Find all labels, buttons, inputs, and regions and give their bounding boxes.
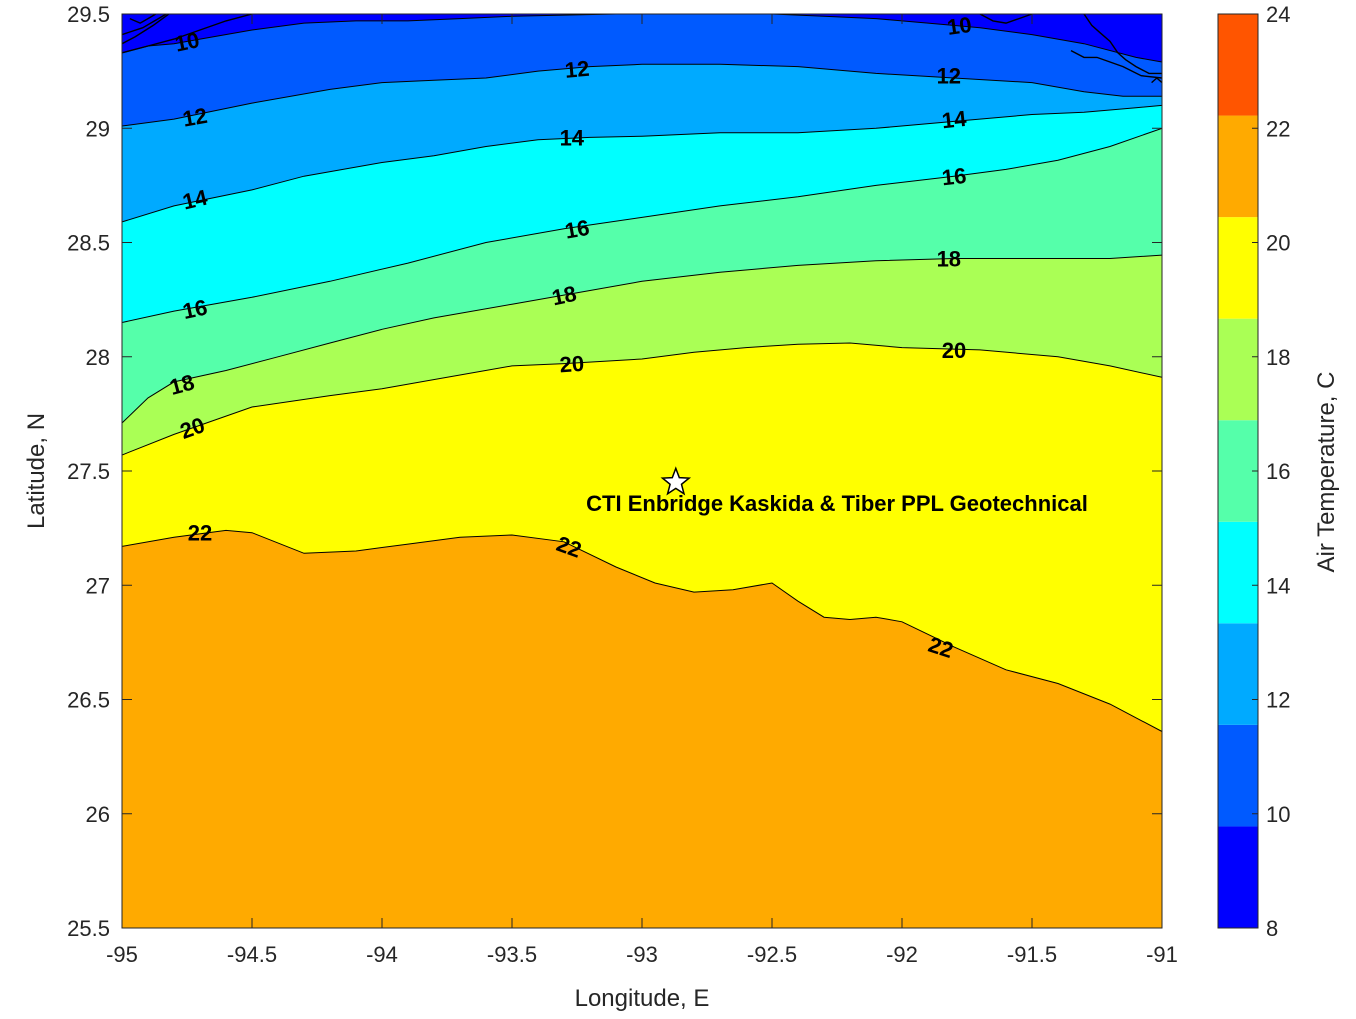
x-tick-label: -94.5 [227, 942, 277, 967]
y-tick-label: 29 [86, 116, 110, 141]
contour-label-text: 12 [181, 103, 209, 132]
contour-line-18 [122, 254, 1162, 424]
contour-label: 20 [559, 351, 585, 378]
colorbar: 8 10 12 14 16 18 20 22 24 [1217, 2, 1290, 941]
y-axis-label: Latitude, N [23, 413, 50, 529]
contour-label: 18 [937, 247, 961, 272]
contour-label-text: 14 [941, 106, 969, 134]
coastline-segment [1151, 77, 1162, 84]
colorbar-tick-label: 16 [1266, 459, 1290, 484]
contour-label: 20 [942, 338, 966, 363]
colorbar-tick-label: 10 [1266, 802, 1290, 827]
contour-label-text: 20 [942, 338, 966, 363]
x-tick-label: -95 [106, 942, 138, 967]
colorbar-swatch [1218, 724, 1258, 827]
y-tick-label: 25.5 [67, 916, 110, 941]
x-tick-label: -91 [1146, 942, 1178, 967]
contour-line-22 [122, 529, 1162, 732]
contour-label-text: 16 [180, 295, 209, 325]
colorbar-tick-label: 24 [1266, 2, 1290, 27]
y-tick-label: 26 [86, 802, 110, 827]
contour-label: 16 [563, 215, 591, 244]
contour-label: 12 [564, 56, 591, 83]
contour-label: 22 [188, 521, 212, 546]
band-8 [122, 14, 1162, 62]
y-tick-label: 28 [86, 345, 110, 370]
colorbar-label: Air Temperature, C [1313, 372, 1340, 573]
contour-label-text: 16 [941, 163, 968, 190]
x-axis: -95 -94.5 -94 -93.5 -93 -92.5 -92 -91.5 -91 [106, 14, 1178, 967]
site-annotation: CTI Enbridge Kaskida & Tiber PPL Geotech… [586, 491, 1088, 516]
contour-label-text: 20 [559, 351, 585, 378]
colorbar-swatch [1218, 420, 1258, 522]
contour-label-text: 16 [563, 215, 591, 244]
y-tick-label: 26.5 [67, 688, 110, 713]
x-axis-label: Longitude, E [575, 985, 710, 1012]
contour-label-text: 18 [937, 247, 961, 272]
x-tick-label: -93 [626, 942, 658, 967]
contour-line-20 [122, 342, 1162, 456]
contour-label-text: 10 [945, 12, 973, 40]
colorbar-tick-label: 8 [1266, 916, 1278, 941]
colorbar-tick-label: 12 [1266, 688, 1290, 713]
contour-label: 16 [941, 163, 968, 190]
x-tick-label: -91.5 [1007, 942, 1057, 967]
contour-label-text: 12 [564, 56, 591, 83]
contour-label: 10 [173, 27, 202, 57]
contour-label: 18 [550, 281, 579, 311]
contour-fills [122, 14, 1162, 928]
contour-label-text: 22 [188, 521, 212, 546]
y-axis: 25.5 26 26.5 27 27.5 28 28.5 29 29.5 [67, 2, 1162, 941]
contour-lines [122, 14, 1162, 732]
band-10 [122, 14, 1162, 126]
colorbar-swatch [1218, 217, 1258, 319]
colorbar-swatch [1218, 521, 1258, 624]
contour-line-14 [122, 104, 1162, 223]
colorbar-swatch [1218, 623, 1258, 725]
colorbar-swatch [1218, 826, 1258, 928]
coastline-segment [129, 14, 157, 24]
star-icon [660, 466, 692, 496]
contour-label: 14 [560, 125, 585, 150]
contour-label-text: 10 [173, 27, 202, 57]
x-tick-label: -92 [886, 942, 918, 967]
contour-label: 14 [941, 106, 969, 134]
contour-label: 10 [945, 12, 973, 40]
coastline-segment [122, 14, 167, 36]
y-tick-label: 29.5 [67, 2, 110, 27]
contour-label: 16 [180, 295, 209, 325]
x-tick-label: -94 [366, 942, 398, 967]
contour-label-text: 14 [560, 125, 585, 150]
colorbar-tick-label: 14 [1266, 573, 1290, 598]
coastline-segment [979, 14, 1033, 24]
coastline-segment [122, 14, 170, 45]
x-tick-label: -93.5 [487, 942, 537, 967]
contour-line-12 [122, 63, 1162, 127]
contour-line-16 [122, 127, 1162, 323]
colorbar-swatch [1218, 115, 1258, 218]
colorbar-swatch [1218, 14, 1258, 116]
contour-label: 12 [937, 64, 961, 89]
y-tick-label: 28.5 [67, 231, 110, 256]
colorbar-swatch [1218, 318, 1258, 421]
contour-label-text: 18 [550, 281, 579, 311]
y-tick-label: 27 [86, 573, 110, 598]
colorbar-tick-label: 22 [1266, 116, 1290, 141]
contour-label-text: 12 [937, 64, 961, 89]
coastline-segment [1070, 49, 1162, 79]
site-star-marker [660, 466, 692, 496]
colorbar-tick-label: 20 [1266, 231, 1290, 256]
y-tick-label: 27.5 [67, 459, 110, 484]
contour-line-10 [122, 14, 1162, 63]
x-tick-label: -92.5 [747, 942, 797, 967]
colorbar-tick-label: 18 [1266, 345, 1290, 370]
contour-label: 12 [181, 103, 209, 132]
